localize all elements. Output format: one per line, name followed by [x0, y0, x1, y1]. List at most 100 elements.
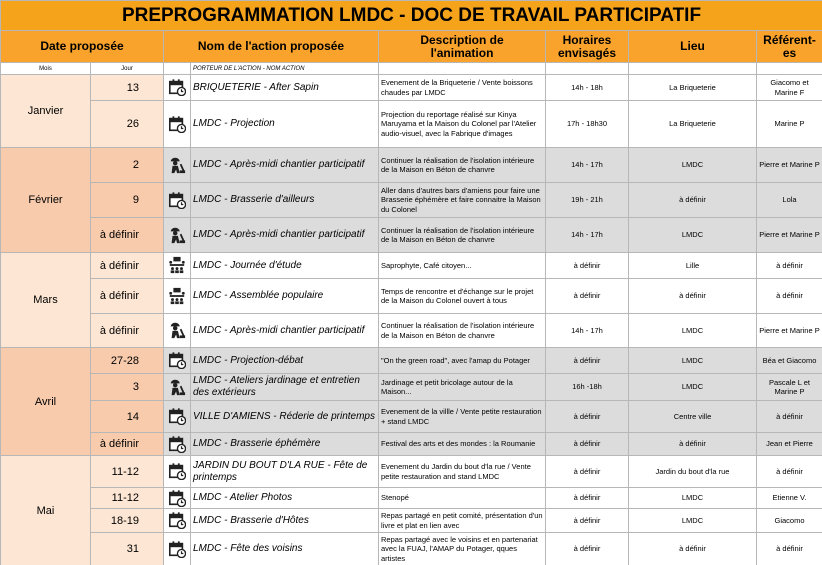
icon: [168, 435, 186, 453]
action-cell: LMDC - Après-midi chantier participatif: [190, 147, 379, 183]
subheader-cell: Mois: [0, 62, 91, 75]
hours-cell: à définir: [545, 455, 629, 488]
referent-cell: Marine P: [756, 100, 822, 148]
month-cell: Janvier: [0, 74, 91, 148]
icon-cell: [163, 252, 191, 279]
referent-cell: Pierre et Marine P: [756, 147, 822, 183]
day-cell: à définir: [90, 313, 164, 348]
place-cell: La Briqueterie: [628, 100, 757, 148]
action-cell: LMDC - Brasserie d'Hôtes: [190, 508, 379, 533]
icon: [168, 407, 186, 425]
icon-cell: [163, 313, 191, 348]
description-cell: Evenement de la Briqueterie / Vente bois…: [378, 74, 546, 101]
month-cell: Avril: [0, 347, 91, 456]
subheader-cell: Jour: [90, 62, 164, 75]
day-cell: à définir: [90, 252, 164, 279]
hours-cell: 14h - 17h: [545, 217, 629, 253]
subheader-cell: [756, 62, 822, 75]
description-cell: Evenement du Jardin du bout d'la rue / V…: [378, 455, 546, 488]
action-cell: LMDC - Brasserie d'ailleurs: [190, 182, 379, 218]
hours-cell: 14h - 17h: [545, 313, 629, 348]
place-cell: LMDC: [628, 347, 757, 374]
hours-cell: à définir: [545, 252, 629, 279]
day-cell: 9: [90, 182, 164, 218]
day-cell: 11-12: [90, 455, 164, 488]
title: PREPROGRAMMATION LMDC - DOC DE TRAVAIL P…: [0, 0, 822, 31]
header-cell: Horaires envisagés: [545, 30, 629, 63]
subheader-cell: [628, 62, 757, 75]
icon: [168, 489, 186, 507]
day-cell: 27-28: [90, 347, 164, 374]
referent-cell: à définir: [756, 455, 822, 488]
description-cell: Continuer la réalisation de l'isolation …: [378, 313, 546, 348]
hours-cell: à définir: [545, 432, 629, 456]
description-cell: Repas partagé avec le voisins et en part…: [378, 532, 546, 565]
icon-cell: [163, 217, 191, 253]
subheader-cell: PORTEUR DE L'ACTION - NOM ACTION: [190, 62, 379, 75]
description-cell: Stenopé: [378, 487, 546, 509]
icon-cell: [163, 432, 191, 456]
header-cell: Description de l'animation: [378, 30, 546, 63]
icon-cell: [163, 455, 191, 488]
description-cell: Projection du reportage réalisé sur Kiny…: [378, 100, 546, 148]
hours-cell: à définir: [545, 347, 629, 374]
hours-cell: 16h -18h: [545, 373, 629, 401]
icon: [168, 351, 186, 369]
hours-cell: à définir: [545, 508, 629, 533]
hours-cell: 14h - 17h: [545, 147, 629, 183]
description-cell: "On the green road", avec l'amap du Pota…: [378, 347, 546, 374]
referent-cell: à définir: [756, 252, 822, 279]
place-cell: LMDC: [628, 508, 757, 533]
day-cell: 14: [90, 400, 164, 433]
header-cell: Lieu: [628, 30, 757, 63]
action-cell: LMDC - Atelier Photos: [190, 487, 379, 509]
place-cell: Jardin du bout d'la rue: [628, 455, 757, 488]
action-cell: LMDC - Fête des voisins: [190, 532, 379, 565]
hours-cell: à définir: [545, 278, 629, 314]
referent-cell: Giacomo: [756, 508, 822, 533]
referent-cell: Giacomo et Marine F: [756, 74, 822, 101]
icon: [168, 256, 186, 274]
referent-cell: à définir: [756, 400, 822, 433]
referent-cell: à définir: [756, 532, 822, 565]
day-cell: à définir: [90, 278, 164, 314]
description-cell: Temps de rencontre et d'échange sur le p…: [378, 278, 546, 314]
day-cell: 11-12: [90, 487, 164, 509]
place-cell: LMDC: [628, 313, 757, 348]
action-cell: LMDC - Journée d'étude: [190, 252, 379, 279]
action-cell: VILLE D'AMIENS - Réderie de printemps: [190, 400, 379, 433]
hours-cell: à définir: [545, 400, 629, 433]
day-cell: 31: [90, 532, 164, 565]
place-cell: La Briqueterie: [628, 74, 757, 101]
description-cell: Continuer la réalisation de l'isolation …: [378, 147, 546, 183]
action-cell: BRIQUETERIE - After Sapin: [190, 74, 379, 101]
place-cell: à définir: [628, 432, 757, 456]
icon: [168, 540, 186, 558]
action-cell: LMDC - Brasserie éphémère: [190, 432, 379, 456]
icon-cell: [163, 278, 191, 314]
icon: [168, 321, 186, 339]
referent-cell: Pierre et Marine P: [756, 217, 822, 253]
month-cell: Mai: [0, 455, 91, 565]
day-cell: à définir: [90, 432, 164, 456]
icon-cell: [163, 532, 191, 565]
icon: [168, 511, 186, 529]
description-cell: Saprophyte, Café citoyen...: [378, 252, 546, 279]
icon-cell: [163, 182, 191, 218]
icon: [168, 115, 186, 133]
action-cell: JARDIN DU BOUT D'LA RUE - Fête de printe…: [190, 455, 379, 488]
icon-cell: [163, 74, 191, 101]
icon-cell: [163, 487, 191, 509]
referent-cell: Etienne V.: [756, 487, 822, 509]
day-cell: 26: [90, 100, 164, 148]
icon: [168, 226, 186, 244]
referent-cell: à définir: [756, 278, 822, 314]
day-cell: 3: [90, 373, 164, 401]
icon-cell: [163, 508, 191, 533]
place-cell: à définir: [628, 532, 757, 565]
place-cell: LMDC: [628, 217, 757, 253]
referent-cell: Jean et Pierre: [756, 432, 822, 456]
description-cell: Festival des arts et des mondes : la Rou…: [378, 432, 546, 456]
